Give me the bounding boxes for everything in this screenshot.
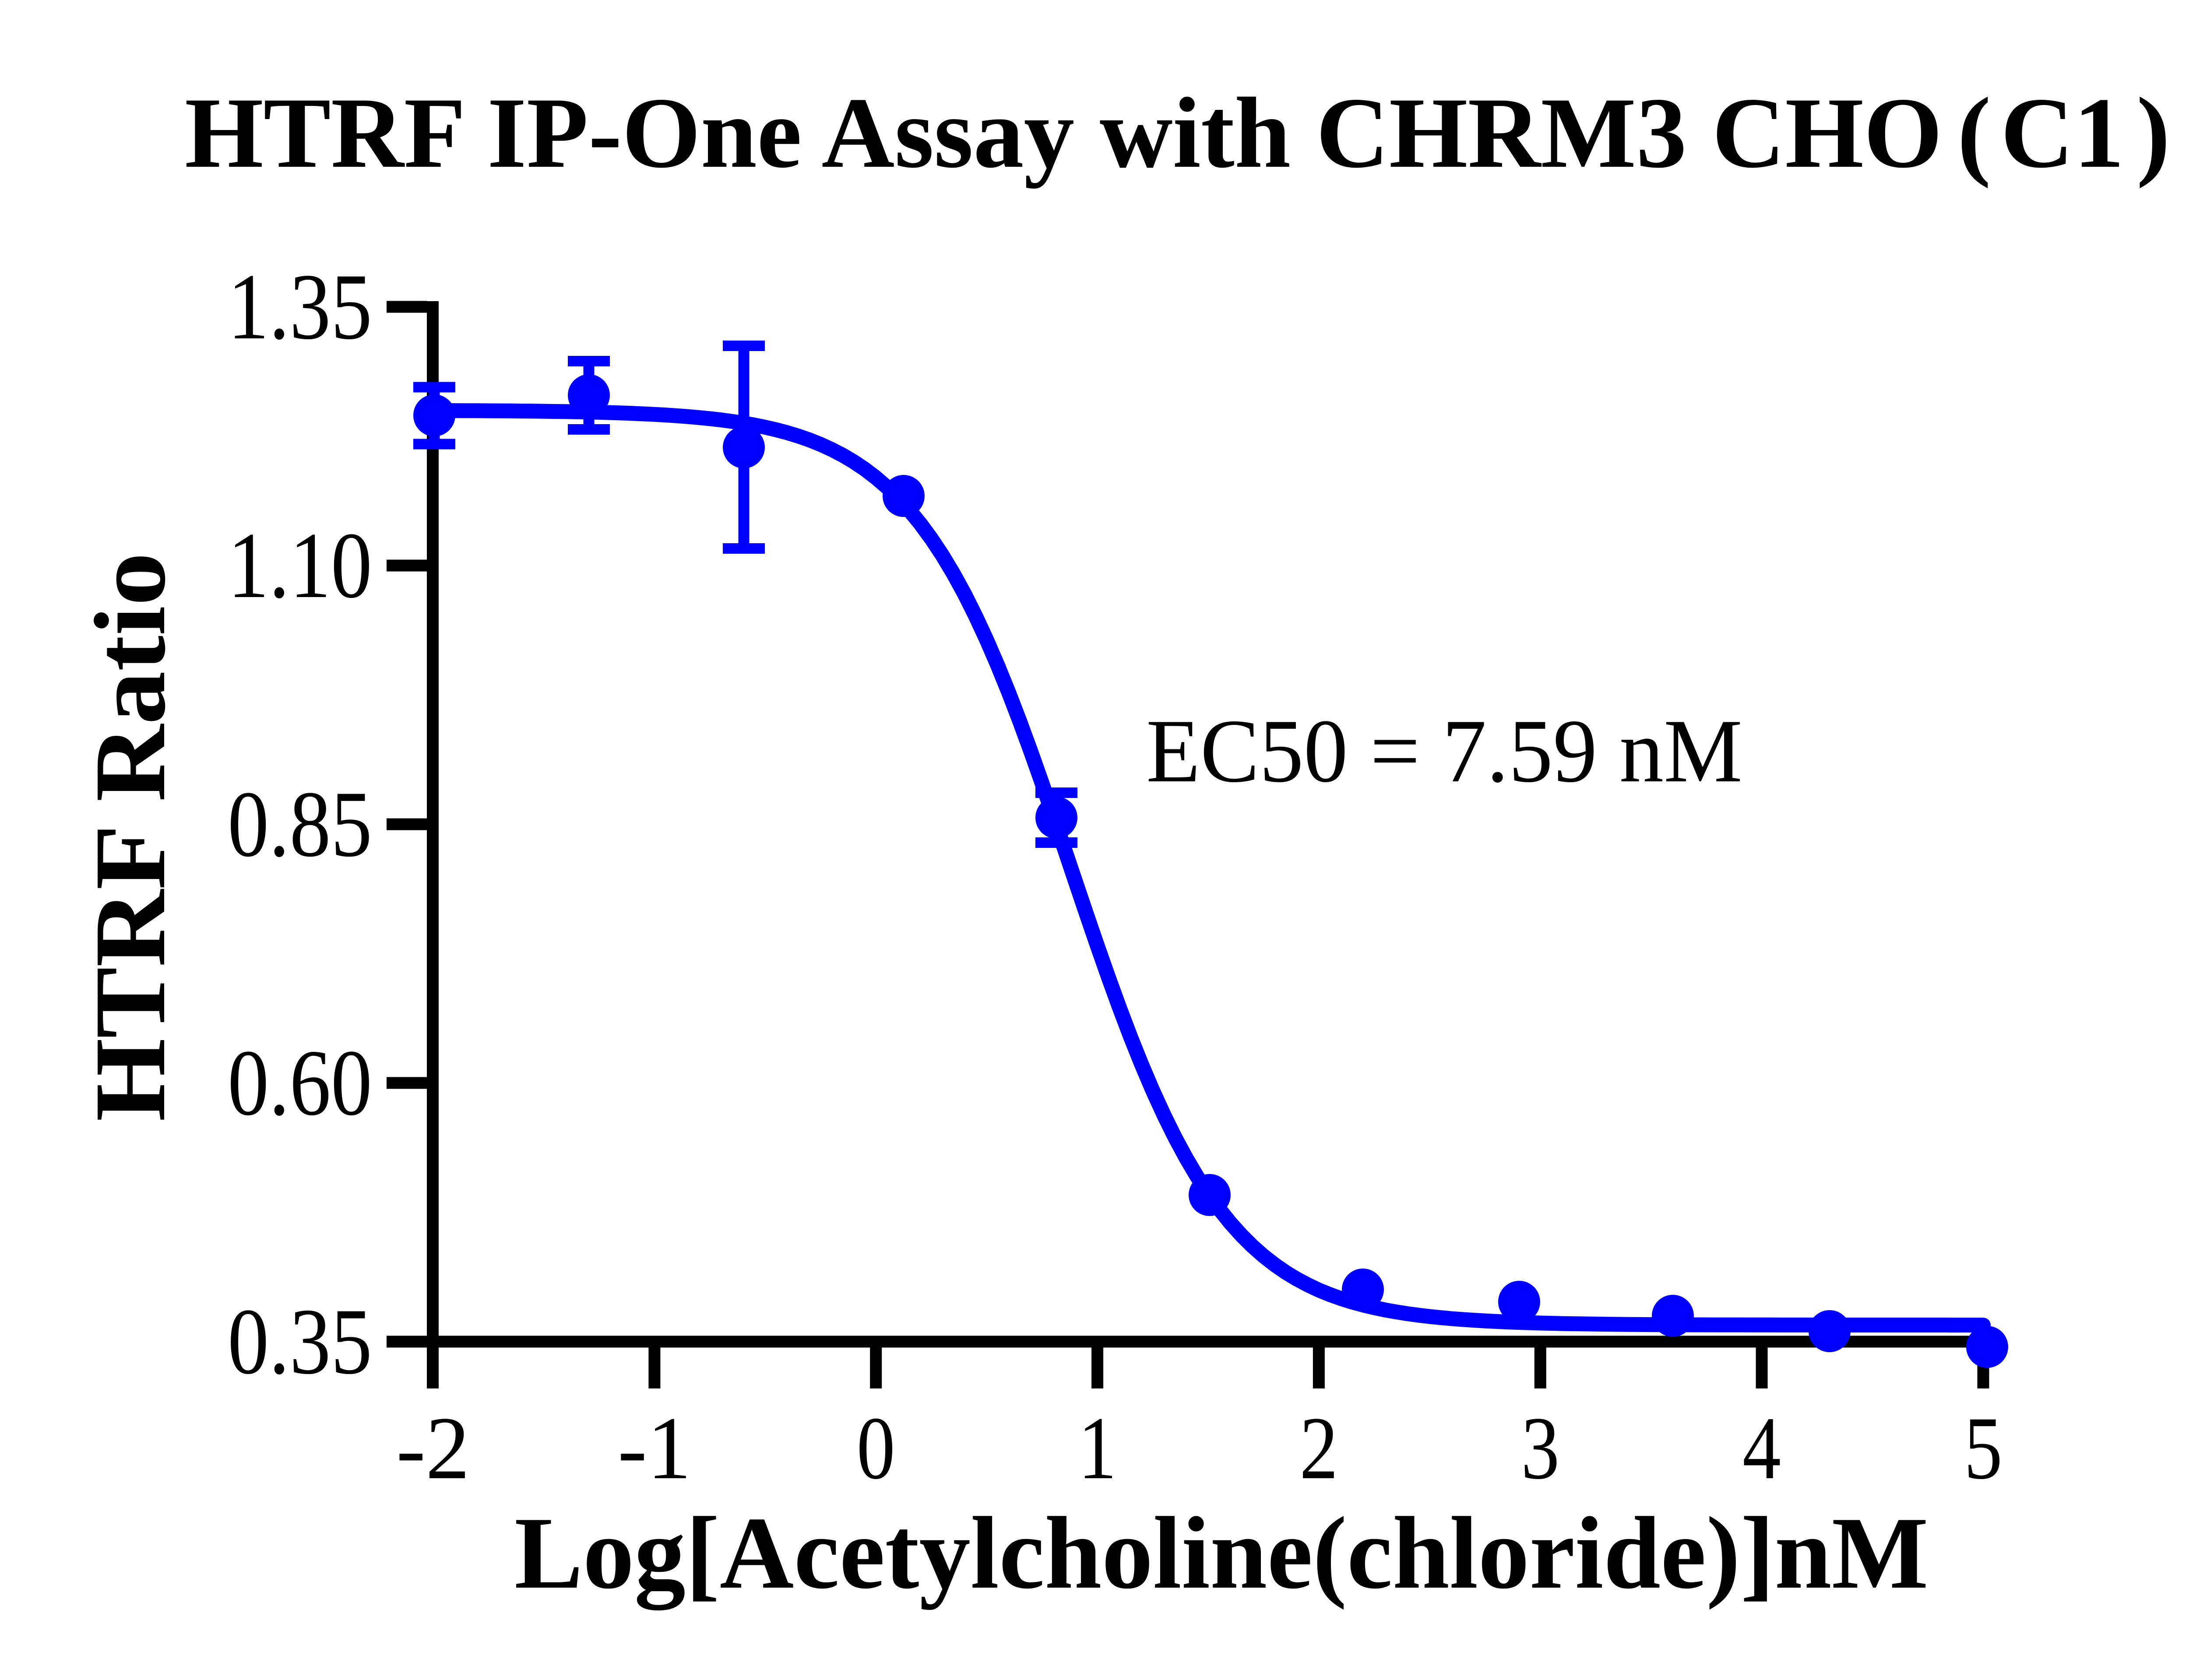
svg-text:5: 5 (1964, 1399, 2002, 1498)
svg-text:Log[Acetylcholine(chloride)]nM: Log[Acetylcholine(chloride)]nM (514, 1496, 1929, 1610)
svg-text:EC50 = 7.59 nM: EC50 = 7.59 nM (1146, 701, 1742, 801)
svg-text:-2: -2 (396, 1399, 470, 1498)
svg-text:1.35: 1.35 (228, 254, 372, 359)
svg-text:3: 3 (1521, 1399, 1559, 1498)
svg-text:1.10: 1.10 (228, 513, 372, 618)
svg-text:0.35: 0.35 (228, 1289, 372, 1394)
svg-text:HTRF Ratio: HTRF Ratio (74, 552, 187, 1121)
svg-text:0.85: 0.85 (228, 772, 372, 876)
svg-text:1: 1 (1078, 1399, 1117, 1498)
svg-text:2: 2 (1299, 1399, 1338, 1498)
svg-text:-1: -1 (618, 1399, 691, 1498)
svg-text:HTRF IP-One Assay with CHRM3 C: HTRF IP-One Assay with CHRM3 CHO (C1) (185, 77, 2170, 189)
svg-text:0: 0 (857, 1399, 895, 1498)
svg-text:0.60: 0.60 (228, 1030, 372, 1135)
svg-text:4: 4 (1742, 1399, 1781, 1498)
